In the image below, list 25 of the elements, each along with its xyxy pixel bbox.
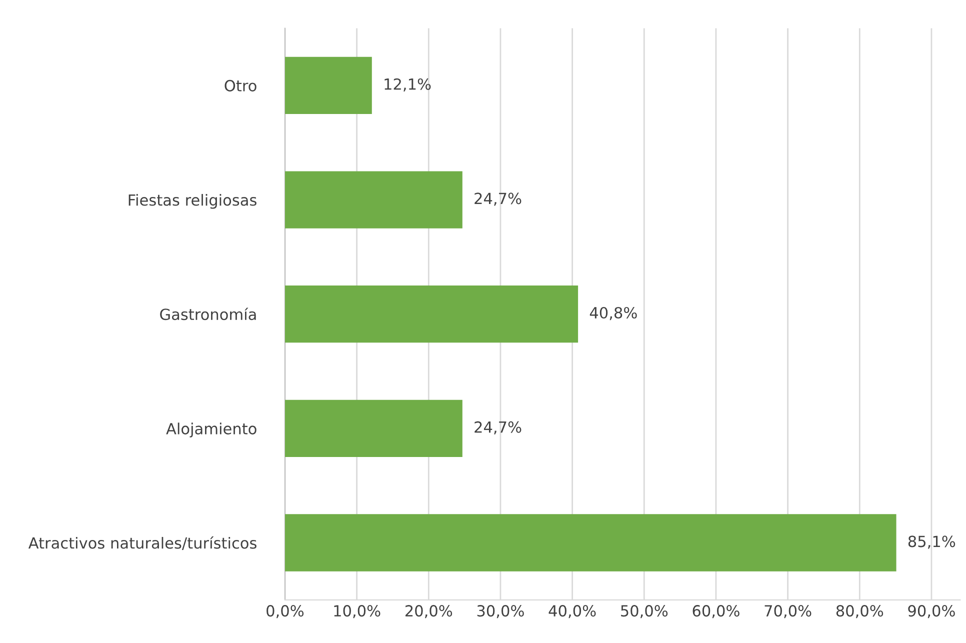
x-tick-label: 10,0% bbox=[334, 605, 380, 618]
bar bbox=[284, 400, 462, 458]
data-label: 85,1% bbox=[908, 536, 956, 549]
x-tick-label: 30,0% bbox=[477, 605, 524, 618]
data-label: 12,1% bbox=[384, 78, 431, 92]
x-tick-label: 70,0% bbox=[764, 605, 812, 618]
bar bbox=[284, 514, 896, 572]
y-tick-label: Fiestas religiosas bbox=[128, 194, 256, 209]
bar bbox=[284, 171, 462, 228]
x-tick-label: 80,0% bbox=[836, 605, 884, 618]
x-tick-label: 0,0% bbox=[266, 605, 304, 618]
data-label: 24,7% bbox=[474, 192, 522, 206]
x-tick-label: 60,0% bbox=[692, 605, 740, 618]
y-tick-label: Gastronomía bbox=[160, 308, 256, 320]
x-tick-label: 50,0% bbox=[621, 605, 668, 618]
y-tick-label: Otro bbox=[224, 80, 256, 92]
x-tick-label: 40,0% bbox=[548, 605, 596, 618]
data-label: 24,7% bbox=[474, 421, 522, 434]
data-label: 40,8% bbox=[590, 306, 637, 320]
y-tick-label: Atractivos naturales/turísticos bbox=[28, 536, 256, 550]
x-tick-label: 20,0% bbox=[405, 605, 452, 618]
bar bbox=[284, 286, 578, 343]
y-tick-label: Alojamiento bbox=[166, 422, 256, 438]
bar bbox=[284, 56, 372, 114]
x-tick-label: 90,0% bbox=[908, 605, 955, 618]
